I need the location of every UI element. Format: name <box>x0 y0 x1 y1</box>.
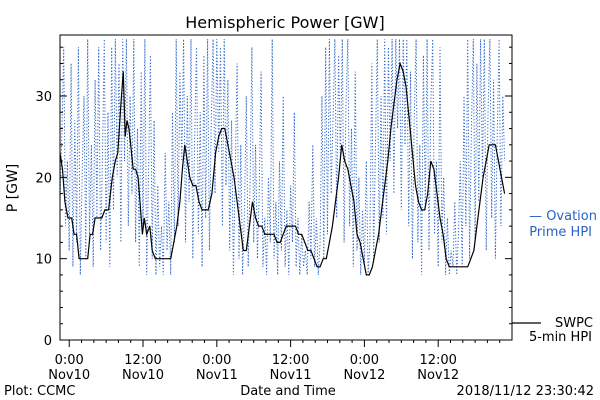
x-tick-label-day: Nov12 <box>417 368 459 383</box>
series-ovation-prime-line <box>59 39 506 275</box>
x-tick-label-time: 12:00 <box>272 353 309 368</box>
x-tick-label-day: Nov11 <box>270 368 312 383</box>
legend: — Ovation Prime HPI SWPC 5-min HPI <box>512 209 597 345</box>
x-tick-label-time: 12:00 <box>124 353 161 368</box>
y-tick-label: 30 <box>35 90 52 105</box>
plot-area <box>59 34 513 341</box>
x-tick-label-time: 12:00 <box>419 353 456 368</box>
series-layer <box>59 39 506 276</box>
legend-swpc-line2: 5-min HPI <box>529 330 592 345</box>
x-tick-label-day: Nov11 <box>196 368 238 383</box>
plot-frame <box>59 34 513 341</box>
y-axis-label: P [GW] <box>5 164 21 213</box>
series-swpc-line <box>59 61 506 276</box>
y-axis: 0 10 20 30 <box>35 46 512 349</box>
x-axis-label: Date and Time <box>240 384 336 399</box>
x-tick-label-time: 0:00 <box>350 353 379 368</box>
legend-ovation-line1: — Ovation <box>529 209 597 224</box>
footer-plot-credit: Plot: CCMC <box>4 384 75 399</box>
y-tick-label: 0 <box>44 334 52 349</box>
x-tick-label-day: Nov12 <box>343 368 385 383</box>
x-tick-label-time: 0:00 <box>202 353 231 368</box>
legend-ovation-line2: Prime HPI <box>529 225 592 240</box>
chart-title: Hemispheric Power [GW] <box>185 13 384 32</box>
x-tick-label-day: Nov10 <box>122 368 164 383</box>
footer-timestamp: 2018/11/12 23:30:42 <box>457 384 594 399</box>
y-tick-label: 20 <box>35 171 52 186</box>
y-tick-label: 10 <box>35 253 52 268</box>
legend-swpc-line1: SWPC <box>555 316 593 331</box>
x-tick-label-time: 0:00 <box>55 353 84 368</box>
x-tick-label-day: Nov10 <box>48 368 90 383</box>
x-axis: 0:00Nov1012:00Nov100:00Nov1112:00Nov110:… <box>48 340 501 383</box>
